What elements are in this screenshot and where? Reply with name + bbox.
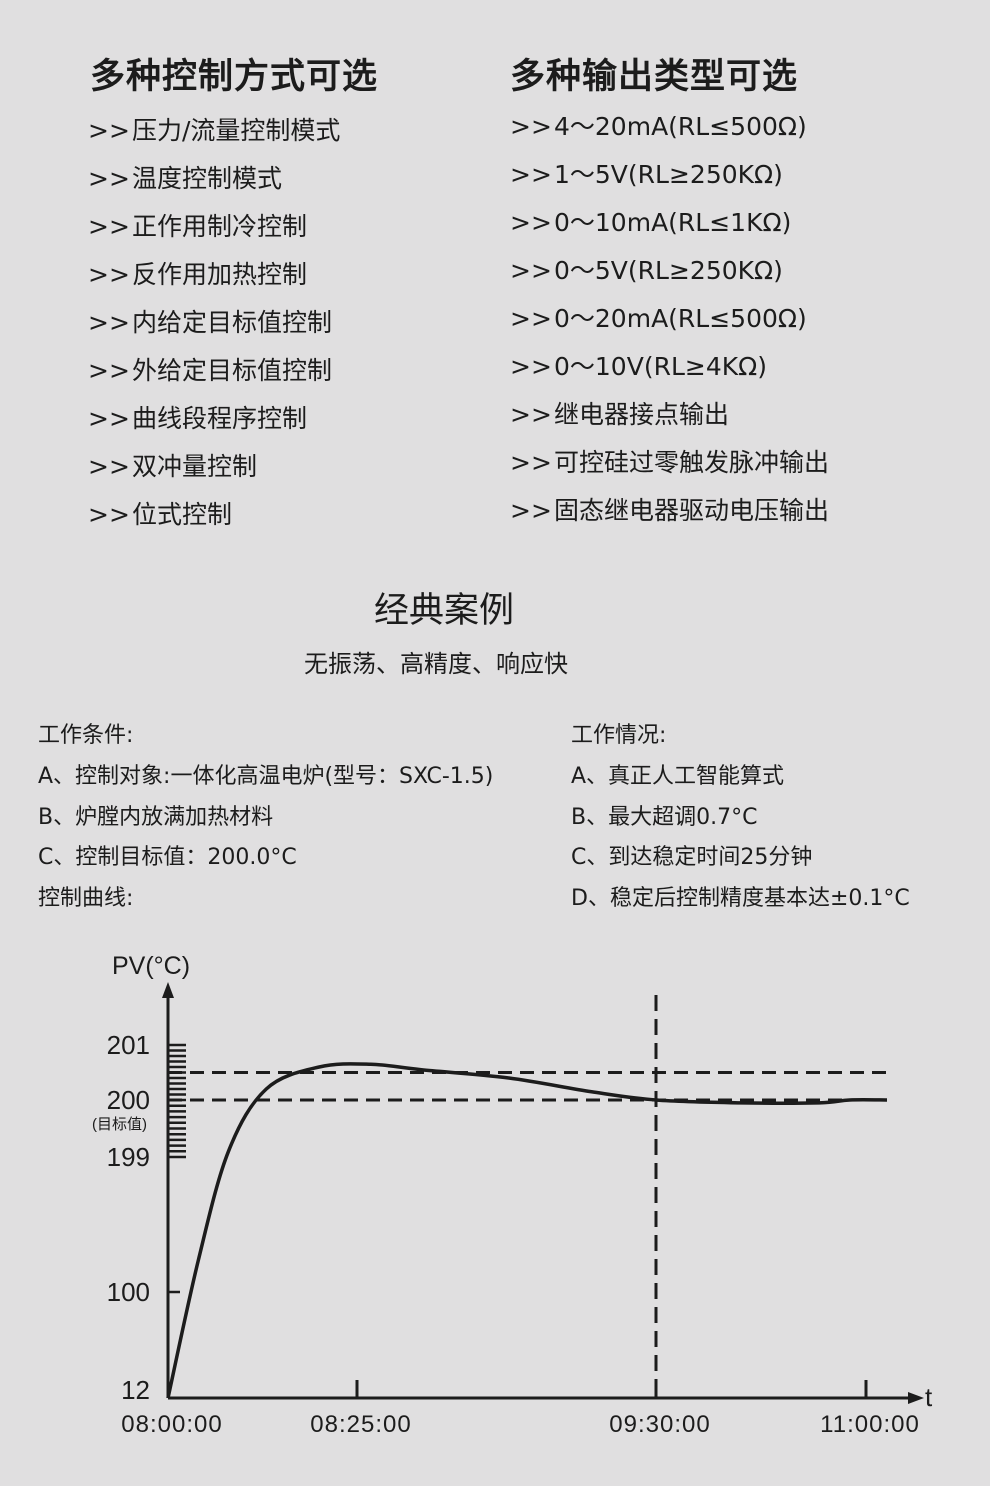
bullet-icon: >>	[88, 164, 130, 193]
output-type-item: >>4～20mA(RL≤500Ω)	[510, 112, 807, 142]
output-type-label: 4～20mA(RL≤500Ω)	[554, 112, 807, 141]
output-type-label: 继电器接点输出	[554, 400, 730, 429]
curve-label: 控制曲线:	[38, 886, 134, 911]
y-tick-label: 201	[107, 1030, 150, 1060]
bullet-icon: >>	[510, 304, 552, 333]
bullet-icon: >>	[510, 400, 552, 429]
x-tick-label: 11:00:00	[820, 1411, 920, 1438]
conditions-heading: 工作条件:	[38, 723, 134, 748]
bullet-icon: >>	[510, 112, 552, 141]
control-mode-item: >>正作用制冷控制	[88, 212, 307, 242]
control-mode-item: >>曲线段程序控制	[88, 404, 307, 434]
bullet-icon: >>	[88, 212, 130, 241]
control-mode-label: 外给定目标值控制	[132, 356, 333, 385]
target-label: (目标值)	[92, 1116, 147, 1133]
output-type-label: 1～5V(RL≥250KΩ)	[554, 160, 783, 189]
output-type-label: 0～10V(RL≥4KΩ)	[554, 352, 767, 381]
control-mode-item: >>外给定目标值控制	[88, 356, 332, 386]
bullet-icon: >>	[510, 496, 552, 525]
result-item: D、稳定后控制精度基本达±0.1°C	[571, 886, 910, 911]
x-tick-label: 09:30:00	[609, 1411, 710, 1438]
result-item: C、到达稳定时间25分钟	[571, 845, 813, 870]
bullet-icon: >>	[88, 356, 130, 385]
x-tick-label: 08:25:00	[310, 1411, 411, 1438]
pv-curve	[166, 1062, 888, 1399]
bullet-icon: >>	[88, 260, 130, 289]
control-mode-item: >>压力/流量控制模式	[88, 116, 340, 146]
output-type-item: >>0～5V(RL≥250KΩ)	[510, 256, 783, 286]
output-type-label: 0～5V(RL≥250KΩ)	[554, 256, 783, 285]
bullet-icon: >>	[510, 208, 552, 237]
case-subtitle: 无振荡、高精度、响应快	[304, 650, 568, 678]
bullet-icon: >>	[510, 256, 552, 285]
x-tick-label: 08:00:00	[121, 1411, 222, 1438]
x-axis-arrow-icon	[908, 1392, 924, 1404]
control-mode-label: 双冲量控制	[132, 452, 258, 481]
y-tick-label: 100	[107, 1277, 150, 1307]
bullet-icon: >>	[88, 116, 130, 145]
y-tick-label: 12	[121, 1375, 150, 1405]
output-type-item: >>0～10mA(RL≤1KΩ)	[510, 208, 791, 238]
control-mode-label: 内给定目标值控制	[132, 308, 333, 337]
output-type-item: >>固态继电器驱动电压输出	[510, 496, 829, 526]
condition-item: B、炉膛内放满加热材料	[38, 805, 274, 830]
output-type-label: 0～20mA(RL≤500Ω)	[554, 304, 807, 333]
control-mode-item: >>内给定目标值控制	[88, 308, 332, 338]
output-type-label: 固态继电器驱动电压输出	[554, 496, 830, 525]
control-mode-label: 曲线段程序控制	[132, 404, 308, 433]
y-tick-label: 199	[107, 1142, 150, 1172]
control-mode-label: 温度控制模式	[132, 164, 283, 193]
output-type-item: >>0～10V(RL≥4KΩ)	[510, 352, 767, 382]
control-mode-label: 位式控制	[132, 500, 233, 529]
bullet-icon: >>	[88, 452, 130, 481]
result-item: B、最大超调0.7°C	[571, 805, 758, 830]
control-mode-item: >>反作用加热控制	[88, 260, 307, 290]
output-type-item: >>0～20mA(RL≤500Ω)	[510, 304, 807, 334]
control-mode-label: 压力/流量控制模式	[132, 116, 341, 145]
control-mode-label: 正作用制冷控制	[132, 212, 308, 241]
y-axis-label: PV(°C)	[112, 952, 190, 980]
results-heading: 工作情况:	[571, 723, 667, 748]
condition-item: A、控制对象:一体化高温电炉(型号：SXC-1.5)	[38, 764, 494, 789]
output-types-title: 多种输出类型可选	[510, 57, 799, 97]
output-type-item: >>可控硅过零触发脉冲输出	[510, 448, 829, 478]
output-type-item: >>继电器接点输出	[510, 400, 729, 430]
output-type-label: 0～10mA(RL≤1KΩ)	[554, 208, 792, 237]
bullet-icon: >>	[510, 448, 552, 477]
bullet-icon: >>	[88, 500, 130, 529]
control-mode-label: 反作用加热控制	[132, 260, 308, 289]
output-type-item: >>1～5V(RL≥250KΩ)	[510, 160, 783, 190]
result-item: A、真正人工智能算式	[571, 764, 785, 789]
y-axis-arrow-icon	[162, 982, 174, 998]
case-title: 经典案例	[374, 591, 515, 631]
x-axis-label: t	[925, 1382, 933, 1412]
y-tick-label: 200	[107, 1085, 150, 1115]
bullet-icon: >>	[88, 404, 130, 433]
output-type-label: 可控硅过零触发脉冲输出	[554, 448, 830, 477]
bullet-icon: >>	[88, 308, 130, 337]
control-mode-item: >>温度控制模式	[88, 164, 282, 194]
control-mode-item: >>双冲量控制	[88, 452, 257, 482]
control-modes-title: 多种控制方式可选	[90, 57, 379, 97]
bullet-icon: >>	[510, 160, 552, 189]
bullet-icon: >>	[510, 352, 552, 381]
control-mode-item: >>位式控制	[88, 500, 232, 530]
condition-item: C、控制目标值：200.0°C	[38, 845, 297, 870]
